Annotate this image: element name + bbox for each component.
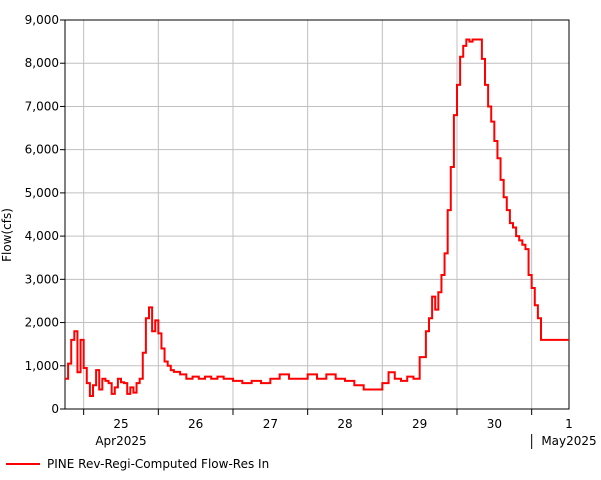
y-tick-label: 4,000 bbox=[25, 229, 59, 243]
y-tick-label: 1,000 bbox=[25, 359, 59, 373]
y-tick-label: 0 bbox=[51, 402, 59, 416]
y-tick-label: 7,000 bbox=[25, 99, 59, 113]
x-axis: 25 26 27 28 29 30 1 Apr2025 May2025 bbox=[83, 409, 597, 449]
series-line-pine-res-in bbox=[65, 38, 569, 398]
y-tick-label: 5,000 bbox=[25, 186, 59, 200]
grid-lines bbox=[65, 20, 569, 409]
x-tick-label: 28 bbox=[337, 417, 352, 431]
plot-frame bbox=[64, 19, 570, 410]
y-axis: 0 1,000 2,000 3,000 4,000 5,000 6,000 7,000 8,00… bbox=[25, 13, 65, 416]
x-month-label: Apr2025 bbox=[95, 434, 146, 448]
x-tick-label: 26 bbox=[188, 417, 203, 431]
x-tick-label: 30 bbox=[487, 417, 502, 431]
y-tick-label: 6,000 bbox=[25, 143, 59, 157]
plot-area bbox=[65, 20, 569, 409]
y-tick-label: 9,000 bbox=[25, 13, 59, 27]
y-tick-label: 3,000 bbox=[25, 272, 59, 286]
legend-label: PINE Rev-Regi-Computed Flow-Res In bbox=[47, 457, 269, 471]
x-tick-label: 25 bbox=[113, 417, 128, 431]
x-tick-label: 27 bbox=[263, 417, 278, 431]
y-tick-label: 8,000 bbox=[25, 56, 59, 70]
x-tick-label: 29 bbox=[412, 417, 427, 431]
x-month-label: May2025 bbox=[541, 434, 596, 448]
legend: PINE Rev-Regi-Computed Flow-Res In bbox=[6, 457, 269, 471]
y-tick-label: 2,000 bbox=[25, 316, 59, 330]
y-axis-label: Flow(cfs) bbox=[0, 208, 14, 262]
x-tick-label: 1 bbox=[565, 417, 573, 431]
